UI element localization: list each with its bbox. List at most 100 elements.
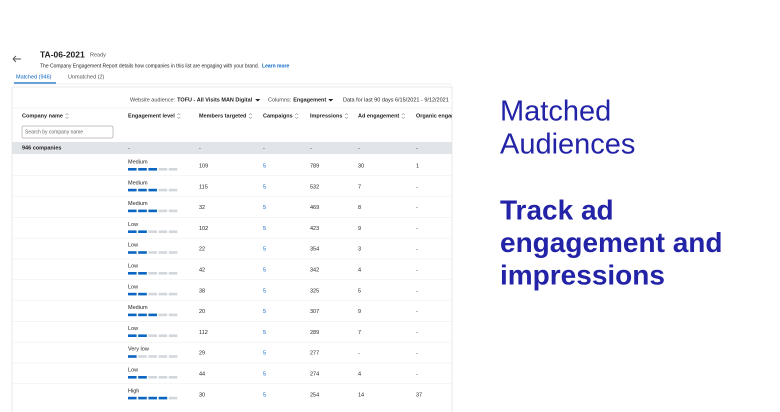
campaigns-link[interactable]: 5 [263, 226, 266, 232]
level-segment [138, 376, 147, 379]
level-segment [138, 355, 147, 358]
level-segment [168, 168, 178, 171]
engagement-level: Medium [128, 201, 148, 207]
cell: - [416, 288, 418, 294]
panel [11, 86, 453, 412]
campaigns-link[interactable]: 5 [263, 351, 266, 357]
cell: 277 [310, 351, 319, 357]
level-segment [168, 313, 178, 317]
summary-cell: - [358, 145, 360, 151]
engagement-level: Medium [128, 305, 148, 311]
cell: 469 [310, 205, 319, 211]
report-title: TA-06-2021 [40, 49, 85, 59]
audience-value[interactable]: TOFU - All Visits MAN Digital [177, 97, 253, 103]
campaigns-link[interactable]: 5 [263, 163, 266, 169]
campaigns-link[interactable]: 5 [263, 184, 266, 190]
summary-row [12, 142, 452, 154]
cell: - [416, 184, 418, 190]
engagement-level: Very low [128, 347, 149, 353]
cell: 5 [358, 288, 361, 294]
level-segment [148, 313, 157, 317]
engagement-level: Low [128, 284, 138, 290]
tab-matched[interactable]: Matched (946) [16, 74, 52, 80]
campaigns-link[interactable]: 5 [263, 267, 266, 273]
cell: 20 [199, 309, 205, 315]
column-header[interactable]: Ad engagement [358, 113, 399, 119]
cell: 29 [199, 351, 205, 357]
search-box[interactable] [21, 125, 114, 139]
cell: 1 [416, 163, 419, 169]
level-segment [128, 188, 137, 192]
level-segment [128, 209, 137, 213]
columns-label: Columns: [268, 97, 292, 103]
level-segment [138, 334, 147, 337]
summary-cell: - [128, 145, 130, 151]
level-segment [148, 209, 157, 213]
level-segment [138, 272, 147, 275]
engagement-level: High [128, 388, 139, 394]
back-arrow[interactable] [12, 55, 21, 63]
sort-icon [344, 113, 349, 119]
level-segment [148, 188, 157, 192]
cell: 274 [310, 371, 319, 377]
column-header[interactable]: Campaigns [263, 113, 293, 119]
level-segment [128, 396, 137, 400]
level-segment [138, 230, 147, 233]
cell: 4 [358, 371, 361, 377]
cell: 32 [199, 205, 205, 211]
level-segment [138, 251, 147, 254]
summary-cell: - [416, 145, 418, 151]
cell: - [416, 351, 418, 357]
cell: 254 [310, 392, 319, 398]
engagement-level: Low [128, 243, 138, 249]
engagement-level: Low [128, 367, 138, 373]
sort-icon [65, 113, 69, 119]
engagement-level: Low [128, 263, 138, 269]
summary-cell: 946 companies [22, 145, 61, 151]
heading-line: Audiences [500, 129, 635, 161]
summary-cell: - [263, 145, 265, 151]
column-header[interactable]: Engagement level [128, 113, 175, 119]
cell: 354 [310, 247, 319, 253]
campaigns-link[interactable]: 5 [263, 247, 266, 253]
cell: 38 [199, 288, 205, 294]
cell: 7 [358, 330, 361, 336]
level-segment [168, 188, 178, 192]
cell: 37 [416, 392, 422, 398]
column-header[interactable]: Members targeted [199, 113, 246, 119]
level-segment [128, 272, 137, 275]
cell: 9 [358, 309, 361, 315]
campaigns-link[interactable]: 5 [263, 371, 266, 377]
column-header[interactable]: Impressions [310, 113, 342, 119]
cell: 325 [310, 288, 319, 294]
columns-value[interactable]: Engagement [293, 97, 326, 103]
cell: 307 [310, 309, 319, 315]
level-segment [148, 168, 157, 171]
level-segment [138, 292, 147, 296]
cell: 8 [358, 205, 361, 211]
cell: - [416, 267, 418, 273]
level-segment [148, 230, 157, 233]
status: Ready [90, 52, 106, 58]
level-segment [168, 396, 178, 400]
level-segment [158, 272, 168, 275]
level-segment [168, 376, 178, 379]
column-header[interactable]: Company name [22, 113, 63, 119]
cell: 44 [199, 371, 205, 377]
learn-more-link[interactable]: Learn more [262, 63, 289, 69]
level-segment [138, 313, 147, 317]
level-segment [148, 355, 157, 358]
cell: 3 [358, 247, 361, 253]
campaigns-link[interactable]: 5 [263, 330, 266, 336]
campaigns-link[interactable]: 5 [263, 392, 266, 398]
campaigns-link[interactable]: 5 [263, 288, 266, 294]
column-header[interactable]: Organic engagement [416, 113, 471, 119]
level-segment [128, 355, 137, 358]
cell: - [416, 309, 418, 315]
cell: 30 [199, 392, 205, 398]
level-segment [158, 230, 168, 233]
tab-unmatched[interactable]: Unmatched (2) [68, 74, 105, 80]
campaigns-link[interactable]: 5 [263, 309, 266, 315]
campaigns-link[interactable]: 5 [263, 205, 266, 211]
